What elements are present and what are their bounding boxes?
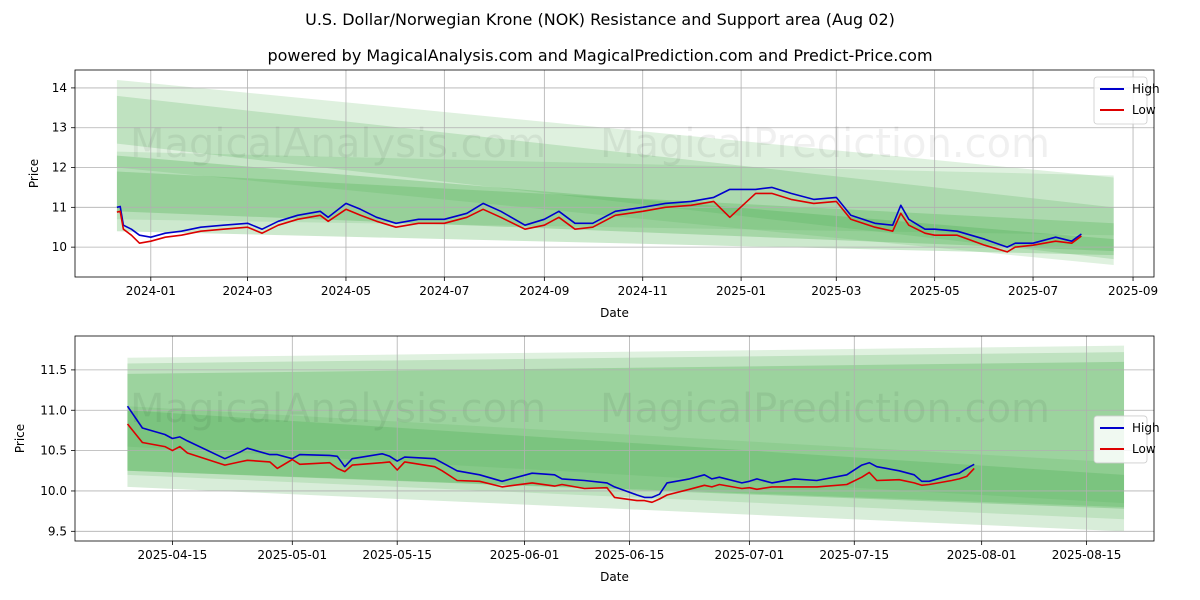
- x-tick-label: 2025-06-15: [595, 548, 665, 562]
- axes-frame: [74, 69, 1155, 278]
- support-resistance-band: [116, 171, 1114, 256]
- x-tick-label: 2025-07-01: [715, 548, 785, 562]
- support-resistance-band: [127, 345, 1125, 520]
- watermark-text: MagicalAnalysis.com: [130, 121, 546, 167]
- x-tick-label: 2024-07: [419, 284, 469, 298]
- y-tick-label: 14: [52, 81, 67, 95]
- series-line-high: [126, 405, 975, 499]
- y-tick-label: 10: [52, 240, 67, 254]
- x-tick-label: 2024-01: [126, 284, 176, 298]
- legend-label: High: [1132, 82, 1160, 96]
- band-group: [127, 345, 1125, 532]
- support-resistance-band: [127, 352, 1125, 532]
- legend-label: Low: [1132, 442, 1156, 456]
- support-resistance-band: [116, 151, 1114, 236]
- support-resistance-band: [116, 79, 1114, 266]
- support-resistance-band: [127, 410, 1125, 508]
- x-tick-label: 2024-09: [519, 284, 569, 298]
- x-tick-label: 2024-11: [618, 284, 668, 298]
- chart-panel-1: MagicalAnalysis.com MagicalPrediction.com…: [27, 69, 1160, 320]
- x-tick-label: 2024-05: [321, 284, 371, 298]
- watermark-text: MagicalPrediction.com: [600, 121, 1050, 167]
- support-resistance-band: [116, 95, 1114, 260]
- y-tick-label: 9.5: [48, 524, 67, 538]
- support-resistance-band: [127, 361, 1125, 509]
- series-line-low: [116, 192, 1082, 253]
- y-tick-label: 13: [52, 121, 67, 135]
- support-resistance-band: [116, 155, 1114, 252]
- y-tick-label: 11: [52, 200, 67, 214]
- x-axis-label: Date: [600, 570, 629, 584]
- y-tick-label: 11.5: [40, 363, 67, 377]
- series-line-high: [116, 186, 1082, 248]
- axes-frame: [74, 335, 1155, 542]
- band-group: [116, 79, 1114, 266]
- x-tick-label: 2025-07: [1008, 284, 1058, 298]
- chart-panel-2: MagicalAnalysis.com MagicalPrediction.com…: [13, 335, 1160, 584]
- chart-subtitle: powered by MagicalAnalysis.com and Magic…: [267, 46, 933, 65]
- x-tick-label: 2025-01: [716, 284, 766, 298]
- x-tick-label: 2025-08-01: [947, 548, 1017, 562]
- watermark-text: MagicalPrediction.com: [600, 386, 1050, 432]
- watermark-text: MagicalAnalysis.com: [130, 386, 546, 432]
- x-tick-label: 2024-03: [223, 284, 273, 298]
- x-tick-label: 2025-04-15: [138, 548, 208, 562]
- legend-label: High: [1132, 421, 1160, 435]
- y-axis-label: Price: [13, 424, 27, 453]
- x-tick-label: 2025-05-01: [257, 548, 327, 562]
- chart-title: U.S. Dollar/Norwegian Krone (NOK) Resist…: [305, 10, 895, 29]
- legend: High Low: [1093, 76, 1160, 125]
- x-tick-label: 2025-05-15: [362, 548, 432, 562]
- watermark-group: MagicalAnalysis.com MagicalPrediction.com: [130, 121, 1050, 167]
- y-axis-label: Price: [27, 159, 41, 188]
- y-tick-label: 10.5: [40, 444, 67, 458]
- x-tick-label: 2025-05: [910, 284, 960, 298]
- x-tick-label: 2025-07-15: [819, 548, 889, 562]
- series-line-low: [126, 423, 975, 504]
- y-tick-label: 12: [52, 161, 67, 175]
- x-tick-label: 2025-08-15: [1052, 548, 1122, 562]
- y-tick-label: 11.0: [40, 403, 67, 417]
- x-tick-label: 2025-03: [811, 284, 861, 298]
- legend-label: Low: [1132, 103, 1156, 117]
- y-tick-label: 10.0: [40, 484, 67, 498]
- x-axis-label: Date: [600, 306, 629, 320]
- x-tick-label: 2025-09: [1108, 284, 1158, 298]
- legend: High Low: [1093, 415, 1160, 464]
- watermark-group: MagicalAnalysis.com MagicalPrediction.com: [130, 386, 1050, 432]
- x-tick-label: 2025-06-01: [490, 548, 560, 562]
